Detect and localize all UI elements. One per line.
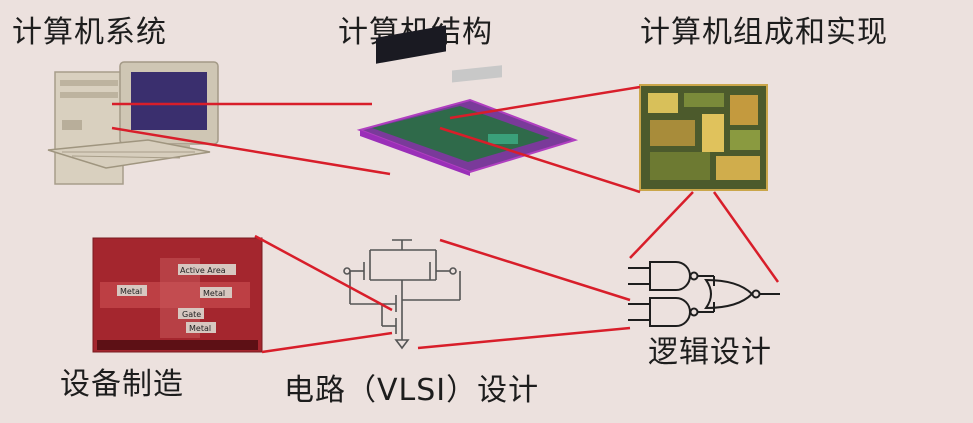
wafer-micrograph-icon: Active Area Metal Metal Gate Metal [92, 237, 263, 353]
desktop-computer-icon [47, 61, 219, 185]
connector-lines [111, 85, 780, 354]
transistor-circuit-icon [343, 239, 461, 350]
wafer-label-metal-2: Metal [203, 289, 225, 298]
chip-die-icon [639, 84, 768, 191]
wafer-label-metal-3: Metal [189, 324, 211, 333]
label-device-manufacturing: 设备制造 [60, 367, 184, 402]
logic-gates-icon [628, 261, 780, 327]
label-logic-design: 逻辑设计 [648, 335, 772, 370]
circuit-board-icon [356, 25, 579, 176]
label-circuit-design: 电路（VLSI）设计 [284, 373, 540, 408]
wafer-label-gate: Gate [182, 310, 201, 319]
label-computer-organization: 计算机组成和实现 [640, 15, 888, 50]
wafer-label-active-area: Active Area [180, 266, 226, 275]
label-computer-system: 计算机系统 [12, 15, 167, 50]
wafer-label-metal-1: Metal [120, 287, 142, 296]
